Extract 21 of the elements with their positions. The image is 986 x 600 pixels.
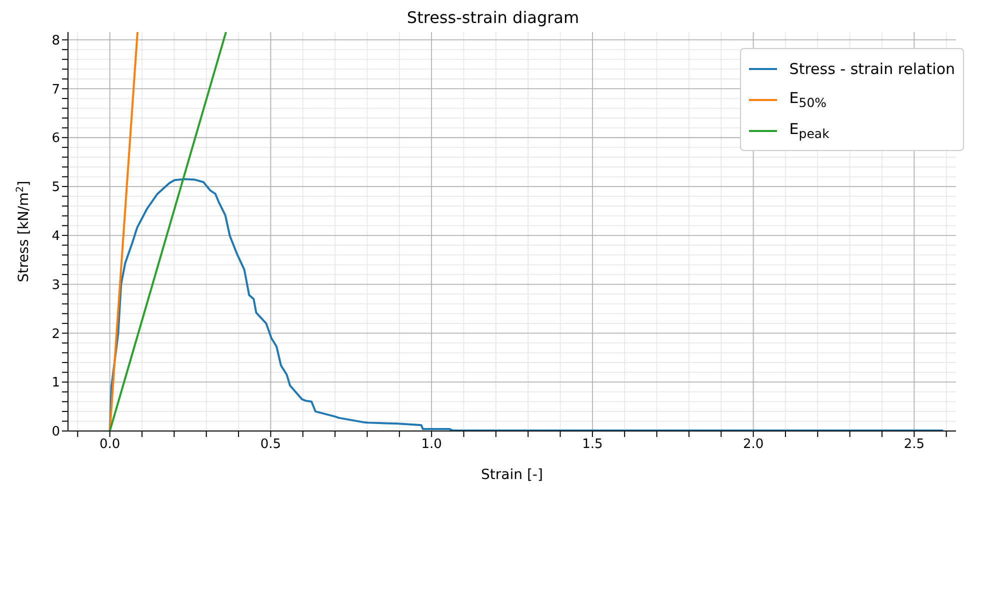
y-tick-label: 0	[52, 424, 60, 440]
y-tick-label: 6	[52, 131, 60, 146]
chart-title: Stress-strain diagram	[406, 8, 580, 29]
y-tick-label: 7	[52, 82, 60, 98]
x-axis-title: Strain [-]	[481, 467, 543, 483]
y-tick-label: 2	[52, 326, 60, 342]
x-tick-label: 2.5	[904, 437, 925, 452]
y-tick-label: 8	[52, 33, 60, 48]
y-tick-label: 4	[52, 229, 60, 244]
x-tick-label: 0.0	[99, 437, 120, 452]
y-tick-label: 5	[52, 180, 60, 196]
x-tick-label: 1.0	[421, 437, 442, 452]
legend-label: E$_{peak}$	[789, 120, 830, 141]
line-series	[108, 178, 944, 431]
x-tick-label: 0.5	[260, 437, 282, 452]
legend-label: Stress - strain relation	[789, 60, 955, 78]
y-tick-label: 3	[52, 278, 60, 293]
legend-label: E$_{50%}$	[789, 89, 827, 110]
y-tick-label: 1	[52, 376, 60, 391]
x-tick-label: 1.5	[582, 437, 603, 452]
x-tick-label: 2.0	[742, 437, 764, 452]
